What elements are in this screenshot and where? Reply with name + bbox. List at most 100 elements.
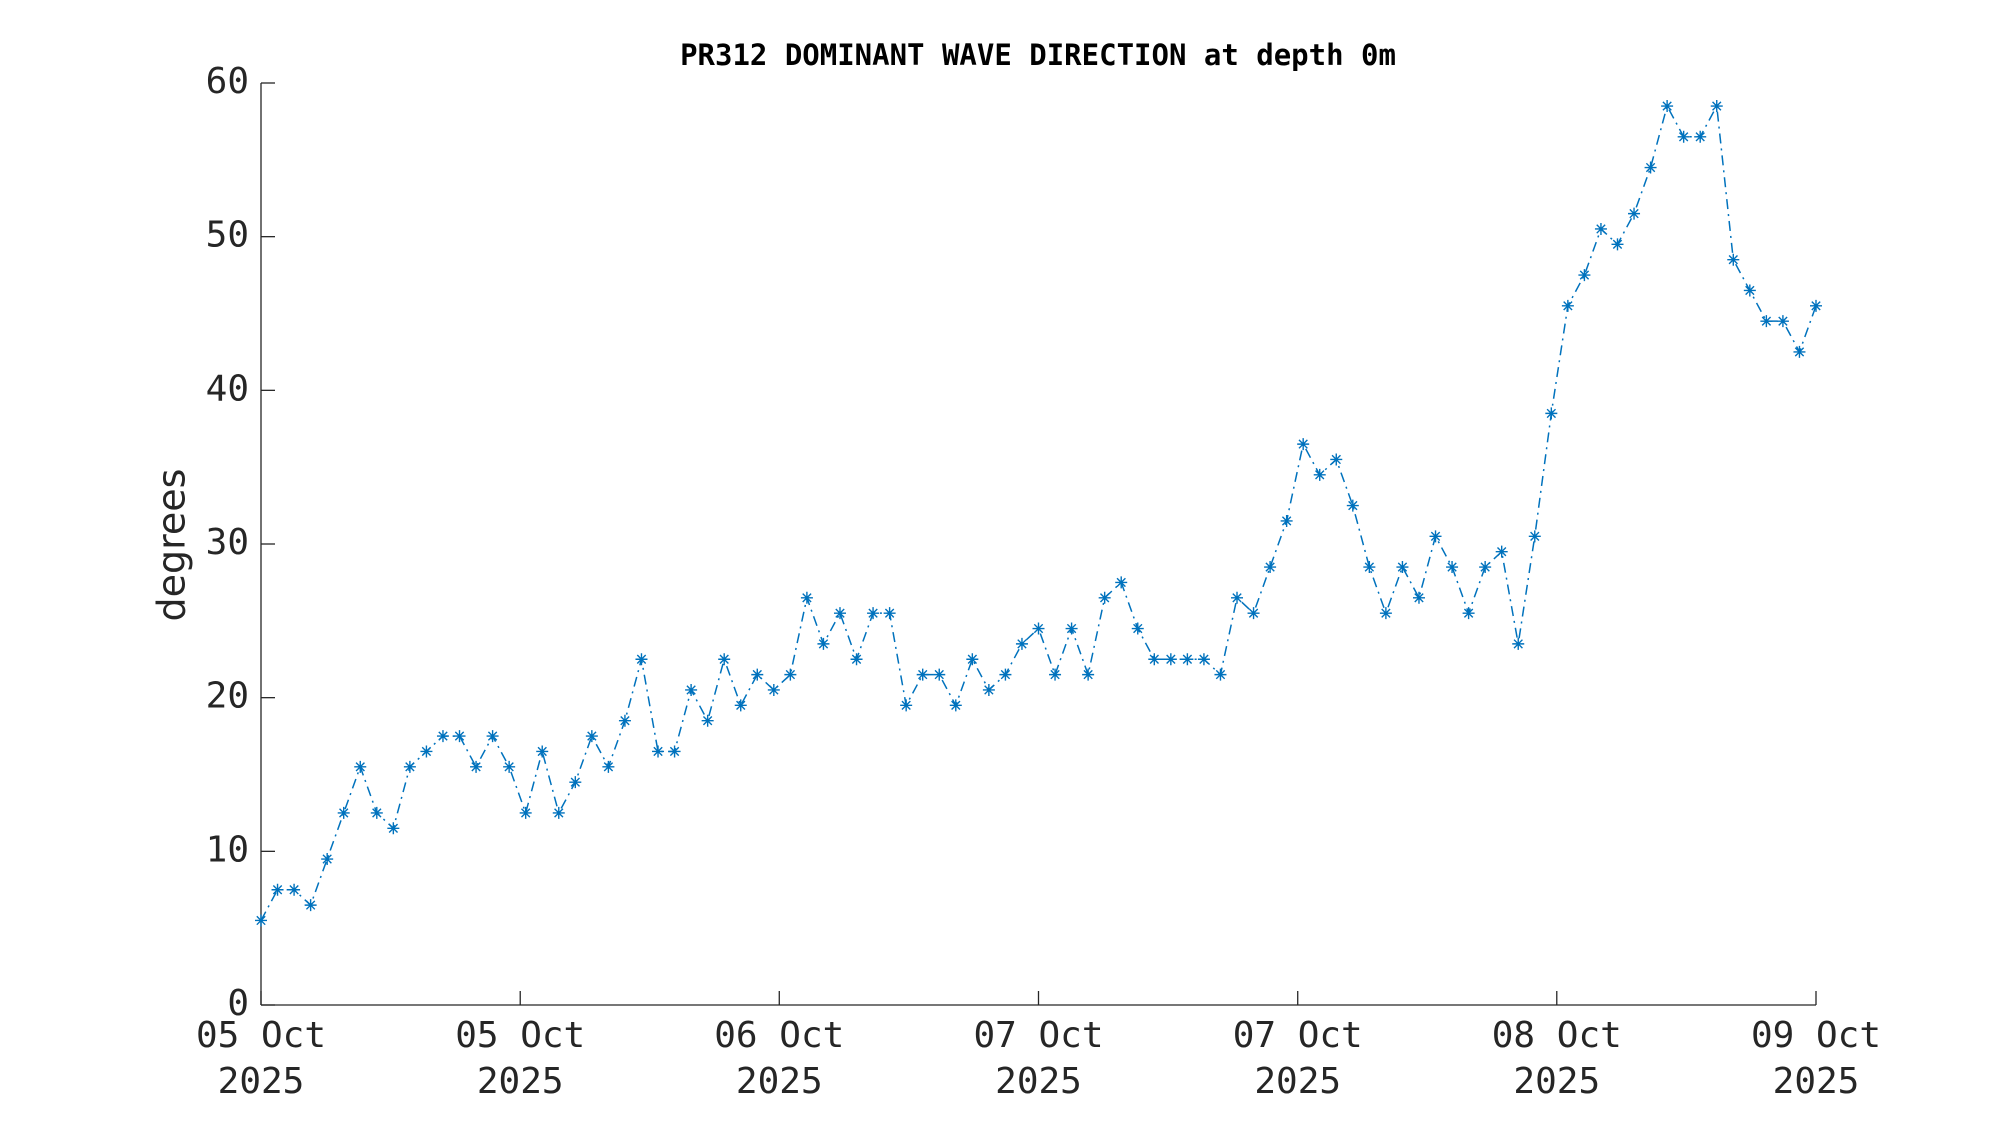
y-tick-label: 20 xyxy=(206,676,249,717)
y-tick-label: 60 xyxy=(206,61,249,102)
marker xyxy=(1760,315,1773,328)
marker xyxy=(288,883,301,896)
x-tick-label: 2025 xyxy=(477,1061,564,1102)
marker xyxy=(1280,514,1293,527)
x-tick-label: 2025 xyxy=(1513,1061,1600,1102)
marker xyxy=(1677,130,1690,143)
marker xyxy=(1793,345,1806,358)
marker xyxy=(255,914,267,927)
marker xyxy=(1181,653,1194,666)
x-tick-label: 07 Oct xyxy=(973,1015,1103,1056)
marker xyxy=(1727,253,1740,266)
marker xyxy=(982,683,995,696)
marker xyxy=(999,668,1012,681)
marker xyxy=(585,730,598,743)
y-tick-label: 40 xyxy=(206,368,249,409)
marker xyxy=(1710,100,1723,113)
marker xyxy=(949,699,962,712)
marker xyxy=(1313,468,1326,481)
marker xyxy=(767,683,780,696)
marker xyxy=(1611,238,1624,251)
marker xyxy=(784,668,797,681)
x-tick-label: 2025 xyxy=(736,1061,823,1102)
marker xyxy=(800,591,813,604)
marker xyxy=(1131,622,1144,635)
y-tick-label: 30 xyxy=(206,522,249,563)
marker xyxy=(552,806,565,819)
marker xyxy=(867,607,880,620)
marker xyxy=(1495,545,1508,558)
marker xyxy=(1049,668,1062,681)
marker xyxy=(916,668,929,681)
marker xyxy=(271,883,284,896)
marker xyxy=(652,745,665,758)
x-tick-label: 2025 xyxy=(1254,1061,1341,1102)
marker xyxy=(503,760,516,773)
marker xyxy=(470,760,483,773)
y-axis-label: degrees xyxy=(150,469,194,622)
marker xyxy=(833,607,846,620)
marker xyxy=(1197,653,1210,666)
marker xyxy=(966,653,979,666)
marker xyxy=(1264,561,1277,574)
marker xyxy=(668,745,681,758)
x-tick-label: 09 Oct xyxy=(1751,1015,1881,1056)
marker xyxy=(718,653,731,666)
marker xyxy=(1247,607,1260,620)
x-tick-label: 05 Oct xyxy=(455,1015,585,1056)
marker xyxy=(1512,637,1525,650)
marker xyxy=(1214,668,1227,681)
marker xyxy=(1810,299,1822,312)
marker xyxy=(1363,561,1376,574)
marker xyxy=(486,730,499,743)
marker xyxy=(1082,668,1095,681)
marker xyxy=(1032,622,1045,635)
marker xyxy=(1346,499,1359,512)
marker xyxy=(354,760,367,773)
marker xyxy=(635,653,648,666)
x-tick-label: 05 Oct xyxy=(196,1015,326,1056)
marker xyxy=(734,699,747,712)
marker xyxy=(1065,622,1078,635)
chart-title: PR312 DOMINANT WAVE DIRECTION at depth 0… xyxy=(680,38,1396,72)
marker xyxy=(1462,607,1475,620)
marker xyxy=(519,806,532,819)
marker xyxy=(1115,576,1128,589)
marker xyxy=(453,730,466,743)
marker xyxy=(387,822,400,835)
marker xyxy=(933,668,946,681)
marker xyxy=(1231,591,1244,604)
data-line xyxy=(260,103,1817,921)
y-tick-label: 10 xyxy=(206,829,249,870)
marker xyxy=(420,745,433,758)
marker xyxy=(1528,530,1541,543)
marker xyxy=(1148,653,1161,666)
marker xyxy=(1015,637,1028,650)
x-tick-label: 2025 xyxy=(218,1061,305,1102)
marker xyxy=(1164,653,1177,666)
marker xyxy=(1330,453,1343,466)
marker xyxy=(1661,100,1674,113)
y-tick-label: 0 xyxy=(227,983,249,1024)
marker xyxy=(321,853,334,866)
marker xyxy=(602,760,615,773)
marker xyxy=(1628,207,1641,220)
marker xyxy=(1098,591,1111,604)
marker xyxy=(685,683,698,696)
x-tick-label: 06 Oct xyxy=(714,1015,844,1056)
marker xyxy=(1297,438,1310,451)
marker xyxy=(850,653,863,666)
marker xyxy=(1396,561,1409,574)
marker xyxy=(1694,130,1707,143)
marker xyxy=(536,745,549,758)
marker xyxy=(1429,530,1442,543)
marker xyxy=(436,730,449,743)
marker xyxy=(370,806,383,819)
marker xyxy=(1743,284,1756,297)
marker xyxy=(1446,561,1459,574)
marker xyxy=(1545,407,1558,420)
marker xyxy=(569,776,582,789)
marker xyxy=(1479,561,1492,574)
marker xyxy=(337,806,350,819)
